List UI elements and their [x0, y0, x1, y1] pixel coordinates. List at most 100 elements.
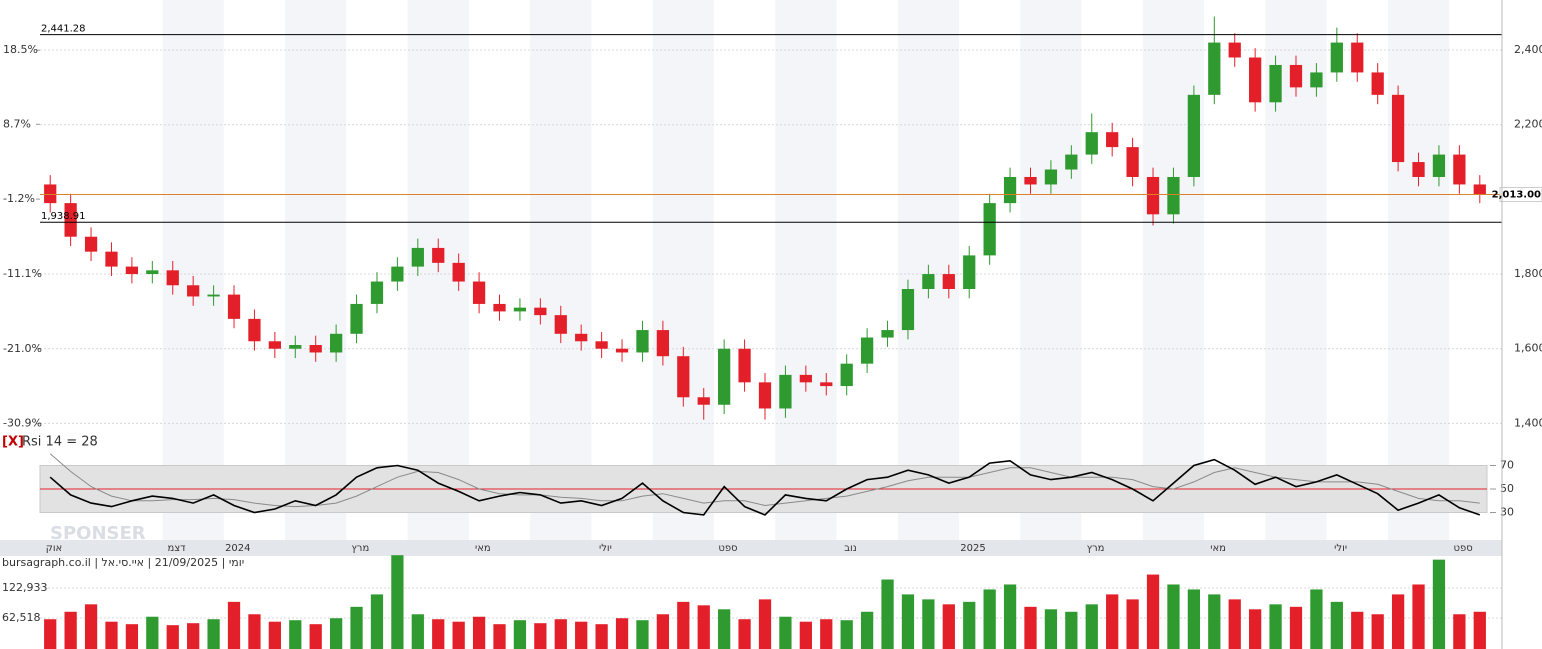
volume-bar	[942, 604, 955, 649]
candle-body	[432, 247, 445, 263]
candle-body	[1269, 64, 1282, 103]
x-tick-label: נוב	[844, 543, 857, 554]
month-band	[775, 0, 837, 540]
volume-bar	[779, 616, 792, 649]
volume-bar	[330, 618, 343, 649]
candle-body	[125, 266, 139, 275]
candle-body	[1085, 132, 1098, 155]
candle-body	[1228, 42, 1241, 58]
month-band	[285, 0, 347, 540]
volume-bar	[656, 614, 670, 649]
candle-body	[105, 251, 118, 267]
candle-body	[1187, 94, 1200, 177]
month-band	[1142, 0, 1205, 540]
candle-body	[575, 333, 588, 342]
volume-bar	[677, 601, 690, 649]
volume-bar	[248, 614, 261, 649]
candle-body	[207, 294, 220, 297]
volume-bar	[1412, 584, 1425, 649]
volume-bar	[1085, 604, 1098, 649]
x-tick-label: מאי	[475, 543, 491, 554]
x-axis-strip	[0, 540, 1502, 556]
volume-bar	[860, 611, 874, 649]
candle-body	[820, 382, 833, 387]
candle-body	[330, 333, 343, 353]
candle-body	[677, 356, 690, 398]
candle-body	[1371, 72, 1384, 95]
volume-bar	[1269, 604, 1282, 649]
candle-body	[1044, 169, 1058, 185]
candle-body	[697, 397, 710, 405]
candle-body	[84, 236, 98, 252]
candle-body	[309, 345, 322, 353]
y2-tick-label: 8.7%	[3, 117, 31, 130]
volume-bar	[901, 594, 915, 649]
candle-body	[44, 184, 57, 204]
y-tick-label: 1,400	[1514, 416, 1542, 429]
x-tick-label: יולי	[599, 543, 612, 554]
x-tick-label: מרץ	[351, 543, 369, 554]
volume-bar	[1351, 611, 1364, 649]
volume-bar	[432, 619, 445, 649]
volume-bar	[391, 555, 404, 649]
x-tick-label: 2024	[225, 543, 250, 554]
level-label: 2,441.28	[41, 24, 86, 35]
x-tick-label: 2025	[960, 543, 985, 554]
volume-bar	[718, 609, 731, 649]
candle-body	[779, 374, 792, 409]
close-button[interactable]: [X]	[2, 435, 24, 450]
volume-bar	[493, 624, 506, 649]
candle-body	[534, 307, 547, 316]
volume-bar	[1146, 574, 1160, 649]
y-tick-label: 50	[1500, 482, 1514, 495]
candle-body	[1330, 42, 1343, 73]
candle-body	[1167, 176, 1180, 215]
volume-bar	[1044, 609, 1058, 649]
candle-body	[1249, 57, 1262, 103]
candle-body	[146, 270, 159, 275]
candle-body	[1351, 42, 1364, 73]
candle-body	[554, 315, 567, 334]
candle-body	[758, 382, 772, 409]
candle-body	[1065, 154, 1078, 170]
volume-bar	[1289, 606, 1303, 649]
candle-body	[1432, 154, 1446, 177]
candle-body	[1391, 94, 1405, 163]
volume-bar	[922, 599, 935, 649]
volume-bar	[1106, 594, 1119, 649]
level-label: 1,938.91	[41, 211, 86, 222]
candle-body	[1453, 154, 1466, 185]
volume-bar	[1228, 599, 1241, 649]
y-tick-label: 1,600	[1514, 342, 1542, 355]
candle-body	[472, 281, 486, 304]
volume-bar	[350, 606, 363, 649]
y2-tick-label: 18.5%	[3, 43, 38, 56]
volume-bar	[411, 614, 424, 649]
candle-body	[595, 341, 608, 349]
x-tick-label: דצמ	[167, 543, 186, 554]
candle-body	[799, 374, 812, 383]
candle-body	[187, 285, 200, 297]
volume-bar	[1453, 614, 1466, 649]
y2-tick-label: -21.0%	[3, 342, 42, 355]
candle-body	[411, 247, 424, 267]
volume-bar	[146, 616, 159, 649]
volume-bar	[452, 621, 465, 649]
candle-body	[227, 294, 241, 319]
candle-body	[391, 266, 404, 282]
volume-bar	[1249, 609, 1262, 649]
volume-bar	[64, 611, 77, 649]
volume-bar	[595, 624, 608, 649]
volume-bar	[207, 619, 220, 649]
volume-bar	[1003, 584, 1017, 649]
volume-bar	[166, 625, 179, 649]
watermark: SPONSER	[50, 523, 146, 544]
volume-bar	[820, 619, 833, 649]
candle-body	[636, 330, 649, 353]
x-tick-label: ספט	[718, 543, 737, 554]
x-tick-label: ספט	[1454, 543, 1473, 554]
volume-bar	[554, 619, 567, 649]
candle-body	[615, 348, 629, 353]
last-price-label: 2,013.00	[1492, 190, 1541, 201]
